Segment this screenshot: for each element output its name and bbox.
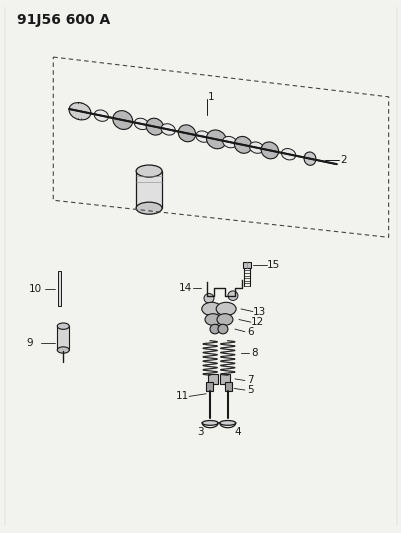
Text: 10: 10 <box>29 284 42 294</box>
Text: 7: 7 <box>246 375 253 385</box>
Text: 6: 6 <box>246 327 253 337</box>
Ellipse shape <box>201 302 221 316</box>
Ellipse shape <box>206 130 226 149</box>
Text: 91J56 600 A: 91J56 600 A <box>17 13 110 27</box>
Text: 11: 11 <box>175 391 188 401</box>
Text: 3: 3 <box>196 427 203 438</box>
Ellipse shape <box>222 136 236 148</box>
Bar <box>57 326 69 350</box>
Ellipse shape <box>227 291 237 301</box>
Bar <box>206 382 213 391</box>
Ellipse shape <box>205 314 221 325</box>
Text: 2: 2 <box>339 155 346 165</box>
Ellipse shape <box>195 131 210 142</box>
Ellipse shape <box>57 347 69 353</box>
Ellipse shape <box>202 421 218 425</box>
Ellipse shape <box>136 165 162 177</box>
Bar <box>57 271 61 306</box>
Ellipse shape <box>203 294 213 303</box>
Ellipse shape <box>178 125 195 142</box>
Text: 4: 4 <box>234 427 241 438</box>
Bar <box>225 382 231 391</box>
Ellipse shape <box>249 142 263 154</box>
Ellipse shape <box>261 142 278 159</box>
Ellipse shape <box>94 110 108 122</box>
Ellipse shape <box>57 323 69 329</box>
Text: 5: 5 <box>246 385 253 395</box>
Bar <box>220 374 229 384</box>
Text: 15: 15 <box>266 260 279 270</box>
Text: 12: 12 <box>250 317 263 327</box>
Text: 14: 14 <box>178 282 191 293</box>
Ellipse shape <box>219 421 235 425</box>
Ellipse shape <box>136 202 162 214</box>
Ellipse shape <box>209 324 219 334</box>
Ellipse shape <box>146 118 163 135</box>
Text: 8: 8 <box>250 348 257 358</box>
Bar <box>136 171 162 208</box>
Ellipse shape <box>161 124 175 135</box>
Ellipse shape <box>134 118 148 130</box>
Text: 1: 1 <box>207 92 214 102</box>
Ellipse shape <box>303 152 315 165</box>
Ellipse shape <box>69 102 91 120</box>
Ellipse shape <box>217 314 232 325</box>
Ellipse shape <box>216 302 235 316</box>
Text: 9: 9 <box>27 338 33 349</box>
Ellipse shape <box>281 149 295 160</box>
Bar <box>208 374 217 384</box>
Text: 13: 13 <box>253 306 265 317</box>
Polygon shape <box>242 262 250 268</box>
Ellipse shape <box>113 111 132 130</box>
Ellipse shape <box>217 324 227 334</box>
Ellipse shape <box>234 136 251 154</box>
